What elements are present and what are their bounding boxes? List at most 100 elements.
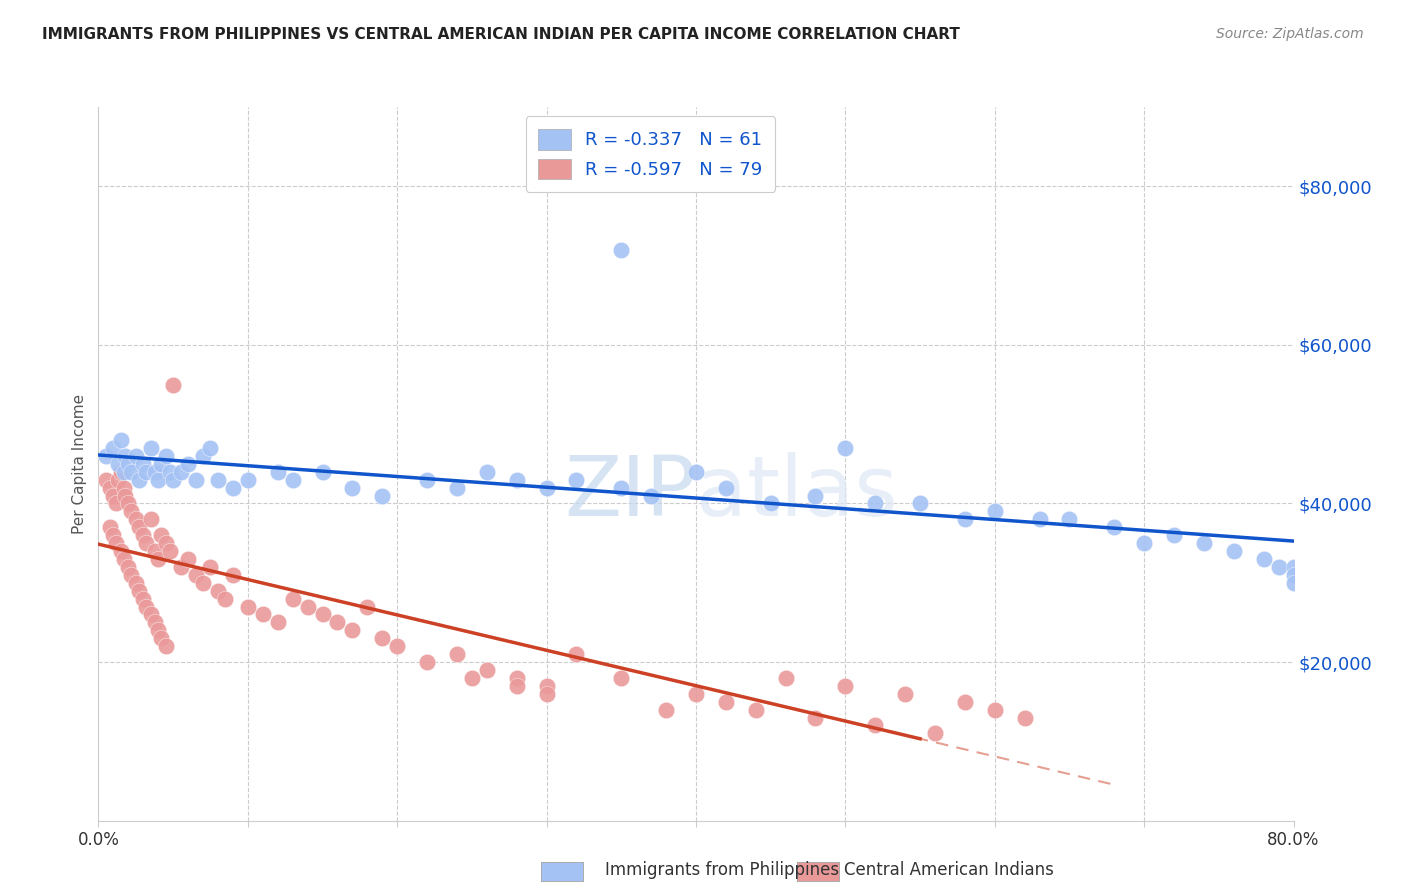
Point bbox=[143, 465, 166, 479]
Point bbox=[908, 496, 931, 510]
Point bbox=[714, 481, 737, 495]
Point bbox=[506, 679, 529, 693]
Point bbox=[148, 624, 170, 638]
Point bbox=[117, 457, 139, 471]
Point bbox=[953, 695, 976, 709]
Point bbox=[184, 567, 207, 582]
Point bbox=[200, 560, 222, 574]
Point bbox=[155, 536, 177, 550]
Point bbox=[143, 615, 166, 630]
Point bbox=[984, 703, 1007, 717]
Point bbox=[1223, 544, 1246, 558]
Point bbox=[200, 441, 222, 455]
Point bbox=[610, 671, 633, 685]
Point bbox=[105, 536, 128, 550]
Point bbox=[385, 639, 409, 653]
Point bbox=[506, 671, 529, 685]
Point bbox=[103, 489, 125, 503]
Point bbox=[236, 599, 259, 614]
Point bbox=[222, 481, 245, 495]
Point bbox=[191, 449, 214, 463]
Point bbox=[894, 687, 917, 701]
Point bbox=[685, 687, 707, 701]
Point bbox=[159, 544, 181, 558]
Point bbox=[222, 567, 245, 582]
Point bbox=[326, 615, 349, 630]
Point bbox=[139, 607, 162, 622]
Point bbox=[356, 599, 378, 614]
Point bbox=[416, 655, 439, 669]
Point bbox=[155, 449, 177, 463]
Point bbox=[1028, 512, 1050, 526]
Point bbox=[565, 473, 588, 487]
Point bbox=[297, 599, 319, 614]
Point bbox=[834, 441, 856, 455]
Point bbox=[953, 512, 976, 526]
Point bbox=[1192, 536, 1215, 550]
Point bbox=[207, 583, 229, 598]
Point bbox=[169, 560, 191, 574]
Point bbox=[207, 473, 229, 487]
Point bbox=[117, 496, 139, 510]
Point bbox=[610, 481, 633, 495]
Point bbox=[184, 473, 207, 487]
Point bbox=[150, 457, 173, 471]
Point bbox=[162, 377, 184, 392]
Point bbox=[94, 473, 117, 487]
Point bbox=[610, 243, 633, 257]
Point bbox=[120, 567, 142, 582]
Point bbox=[110, 465, 132, 479]
Point bbox=[536, 687, 558, 701]
Point bbox=[110, 433, 132, 447]
Point bbox=[804, 710, 827, 724]
Point bbox=[177, 552, 200, 566]
Point bbox=[135, 599, 157, 614]
Point bbox=[446, 647, 468, 661]
Point bbox=[342, 624, 364, 638]
Text: Source: ZipAtlas.com: Source: ZipAtlas.com bbox=[1216, 27, 1364, 41]
Point bbox=[924, 726, 946, 740]
Point bbox=[139, 512, 162, 526]
Point bbox=[834, 679, 856, 693]
Point bbox=[281, 473, 304, 487]
Point bbox=[135, 536, 157, 550]
Point bbox=[1253, 552, 1275, 566]
Point bbox=[1282, 567, 1305, 582]
Point bbox=[416, 473, 439, 487]
Legend: R = -0.337   N = 61, R = -0.597   N = 79: R = -0.337 N = 61, R = -0.597 N = 79 bbox=[526, 116, 775, 192]
Text: Central American Indians: Central American Indians bbox=[844, 861, 1053, 879]
Point bbox=[984, 504, 1007, 518]
Point bbox=[536, 481, 558, 495]
Point bbox=[191, 575, 214, 590]
Point bbox=[103, 528, 125, 542]
Text: Immigrants from Philippines: Immigrants from Philippines bbox=[605, 861, 839, 879]
Point bbox=[143, 544, 166, 558]
Y-axis label: Per Capita Income: Per Capita Income bbox=[72, 393, 87, 534]
Point bbox=[103, 441, 125, 455]
Point bbox=[775, 671, 797, 685]
Point bbox=[132, 528, 155, 542]
Point bbox=[139, 441, 162, 455]
Point bbox=[311, 607, 333, 622]
Point bbox=[112, 465, 135, 479]
Point bbox=[94, 449, 117, 463]
Point bbox=[125, 512, 148, 526]
Point bbox=[1163, 528, 1185, 542]
Point bbox=[461, 671, 484, 685]
Point bbox=[107, 457, 129, 471]
Point bbox=[475, 663, 498, 677]
Point bbox=[640, 489, 662, 503]
Point bbox=[804, 489, 827, 503]
Point bbox=[128, 473, 150, 487]
Point bbox=[100, 481, 122, 495]
Text: atlas: atlas bbox=[696, 452, 897, 533]
Point bbox=[155, 639, 177, 653]
Point bbox=[162, 473, 184, 487]
Point bbox=[125, 575, 148, 590]
Point bbox=[159, 465, 181, 479]
Point bbox=[267, 615, 290, 630]
Point bbox=[475, 465, 498, 479]
Point bbox=[169, 465, 191, 479]
Point bbox=[150, 528, 173, 542]
Point bbox=[132, 591, 155, 606]
